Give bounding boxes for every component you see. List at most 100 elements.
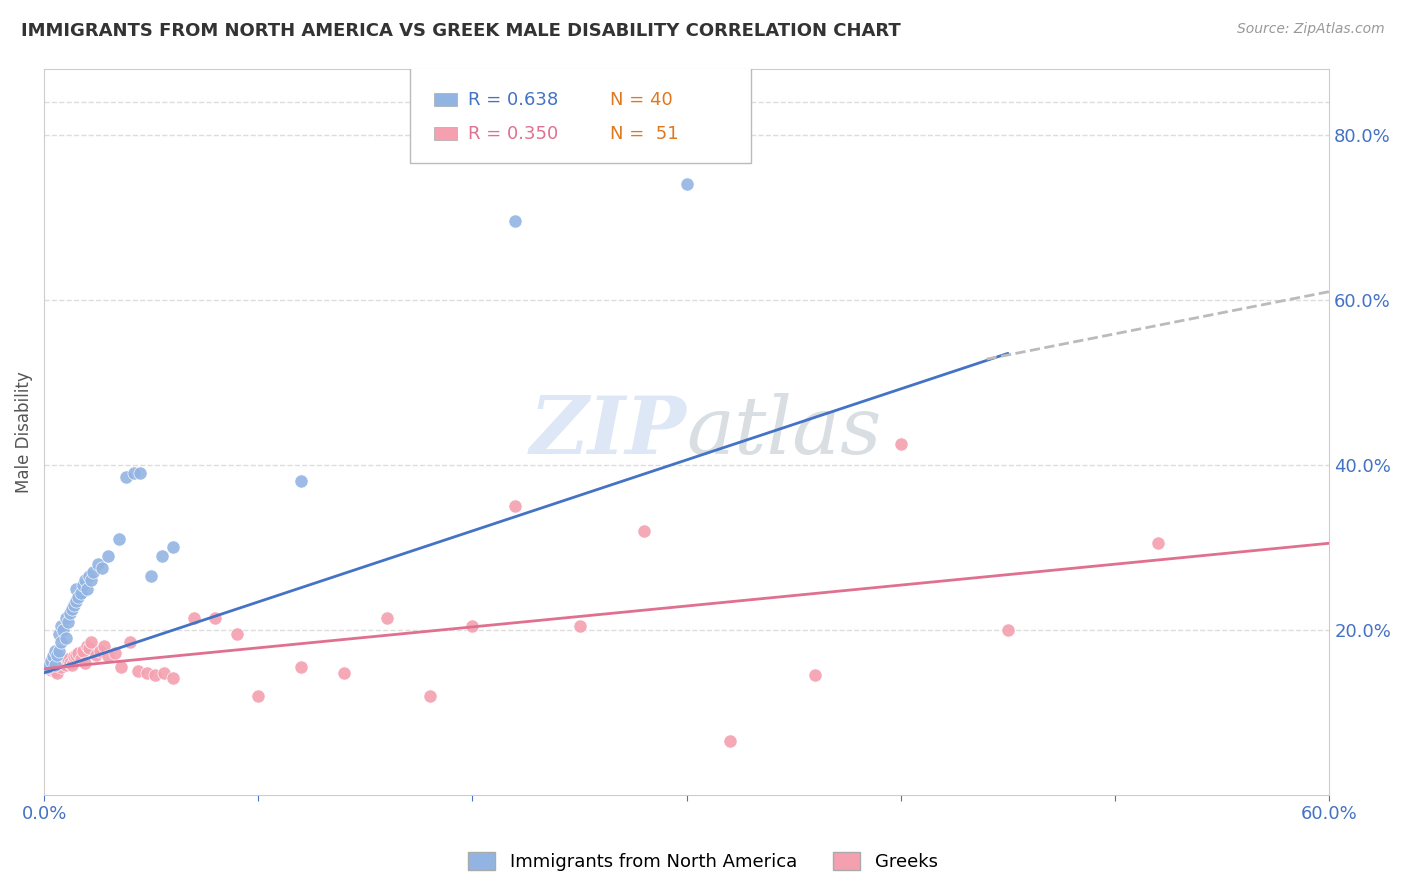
Point [72, 577, 94, 591]
Point [108, 532, 131, 546]
Text: ZIP: ZIP [530, 393, 686, 471]
Point [91, 561, 114, 575]
Point [51, 660, 73, 674]
Point [162, 671, 184, 685]
Point [122, 466, 145, 480]
Point [67, 646, 90, 660]
Point [63, 598, 86, 612]
Point [48, 643, 70, 657]
Point [77, 569, 100, 583]
Point [718, 734, 741, 748]
Point [56, 615, 79, 629]
Point [52, 623, 75, 637]
Point [60, 602, 83, 616]
Point [97, 649, 120, 664]
Point [48, 627, 70, 641]
Point [225, 627, 247, 641]
Point [997, 623, 1019, 637]
Point [333, 665, 356, 680]
Point [55, 631, 77, 645]
Point [55, 610, 77, 624]
Point [46, 648, 69, 662]
Text: N =  51: N = 51 [610, 125, 678, 143]
Point [41, 660, 63, 674]
Point [505, 214, 527, 228]
Point [804, 668, 827, 682]
Point [72, 643, 94, 657]
Point [46, 665, 69, 680]
Point [247, 689, 270, 703]
Point [44, 657, 66, 672]
Point [633, 524, 655, 538]
FancyBboxPatch shape [433, 94, 457, 106]
Point [39, 663, 62, 677]
Point [93, 640, 115, 654]
Point [80, 574, 103, 588]
Point [48, 656, 70, 670]
Point [63, 649, 86, 664]
Point [375, 610, 398, 624]
Point [114, 470, 136, 484]
Point [65, 582, 87, 596]
FancyBboxPatch shape [411, 65, 751, 163]
Point [82, 565, 104, 579]
Text: atlas: atlas [686, 393, 882, 471]
Point [89, 643, 111, 657]
Point [141, 569, 163, 583]
Point [135, 665, 157, 680]
Text: IMMIGRANTS FROM NORTH AMERICA VS GREEK MALE DISABILITY CORRELATION CHART: IMMIGRANTS FROM NORTH AMERICA VS GREEK M… [21, 22, 901, 40]
Point [73, 574, 96, 588]
Y-axis label: Male Disability: Male Disability [15, 371, 32, 492]
Point [505, 499, 527, 513]
Point [127, 664, 149, 678]
FancyBboxPatch shape [433, 128, 457, 140]
Point [69, 586, 91, 600]
Point [37, 657, 59, 672]
Point [56, 652, 79, 666]
Point [76, 640, 98, 654]
Point [104, 646, 127, 660]
Point [69, 652, 91, 666]
Point [59, 607, 82, 621]
Point [419, 689, 441, 703]
Point [37, 660, 59, 674]
Point [290, 660, 312, 674]
Point [51, 619, 73, 633]
Point [35, 660, 58, 674]
Point [110, 660, 132, 674]
Point [59, 656, 82, 670]
Point [153, 665, 176, 680]
Point [129, 466, 152, 480]
Point [77, 641, 100, 656]
Text: R = 0.638: R = 0.638 [468, 91, 558, 109]
Point [52, 653, 75, 667]
Point [290, 475, 312, 489]
Point [1147, 536, 1170, 550]
Text: R = 0.350: R = 0.350 [468, 125, 558, 143]
Point [65, 594, 87, 608]
Point [84, 648, 107, 662]
Point [145, 668, 167, 682]
Point [51, 635, 73, 649]
Point [118, 635, 141, 649]
Point [73, 656, 96, 670]
Point [44, 664, 66, 678]
Point [76, 582, 98, 596]
Point [675, 177, 697, 191]
Text: N = 40: N = 40 [610, 91, 672, 109]
Point [204, 610, 226, 624]
Point [890, 437, 912, 451]
Point [55, 657, 77, 672]
Point [60, 657, 83, 672]
Point [162, 541, 184, 555]
Point [80, 635, 103, 649]
Point [461, 619, 484, 633]
Legend: Immigrants from North America, Greeks: Immigrants from North America, Greeks [461, 845, 945, 879]
Point [65, 648, 87, 662]
Text: Source: ZipAtlas.com: Source: ZipAtlas.com [1237, 22, 1385, 37]
Point [41, 649, 63, 664]
Point [150, 549, 173, 563]
Point [86, 557, 108, 571]
Point [97, 549, 120, 563]
Point [44, 643, 66, 657]
